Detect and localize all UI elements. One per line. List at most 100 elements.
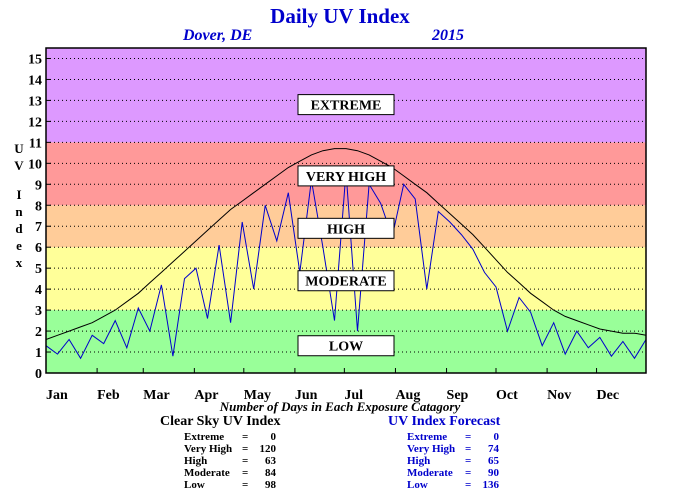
forecast-row-equals: = (465, 431, 472, 443)
clear-sky-row-equals: = (242, 467, 249, 479)
y-tick-label: 6 (35, 241, 42, 256)
y-tick-label: 1 (35, 346, 42, 361)
y-tick-label: 15 (28, 52, 42, 67)
forecast-row-value: 90 (488, 467, 499, 479)
band-label-extreme: EXTREME (311, 99, 382, 114)
clear-sky-uv-index-line (45, 148, 647, 340)
location-label: Dover, DE (183, 27, 253, 44)
x-tick-label: Aug (395, 388, 420, 403)
x-tick-label: Feb (97, 388, 120, 403)
forecast-row-equals: = (465, 455, 472, 467)
clear-sky-row-value: 0 (270, 431, 277, 443)
forecast-row: Very High = 74 (388, 443, 500, 455)
x-tick-label: Mar (143, 388, 169, 403)
forecast-row-label: High (407, 455, 431, 467)
clear-sky-heading: Clear Sky UV Index (160, 414, 281, 429)
clear-sky-row-label: Very High (184, 443, 233, 455)
forecast-row-value: 0 (493, 431, 500, 443)
forecast-row: High = 65 (388, 455, 500, 467)
clear-sky-row-value: 63 (265, 455, 276, 467)
x-tick-label: Apr (194, 388, 218, 403)
forecast-row: Extreme = 0 (388, 431, 500, 443)
clear-sky-row: Very High = 120 (160, 443, 280, 455)
clear-sky-row-label: Low (184, 479, 205, 491)
forecast-row-label: Low (407, 479, 428, 491)
y-tick-label: 5 (35, 262, 42, 277)
chart-title: Daily UV Index (270, 4, 410, 28)
x-tick-label: Jun (295, 388, 318, 403)
forecast-row-label: Moderate (407, 467, 453, 479)
forecast-row: Low = 136 (388, 479, 500, 491)
y-tick-label: 11 (29, 136, 42, 151)
clear-sky-row: Low = 98 (160, 479, 280, 491)
band-labels: LOW MODERATE HIGH VERY HIGH EXTREME (297, 94, 395, 357)
clear-sky-row-value: 84 (265, 467, 276, 479)
y-tick-label: 12 (28, 115, 42, 130)
forecast-row-value: 65 (488, 455, 499, 467)
band-label-low: LOW (329, 340, 363, 355)
y-axis-label-letter: I (16, 187, 22, 202)
band-label-box (297, 165, 395, 187)
clear-sky-row: High = 63 (160, 455, 280, 467)
x-axis-caption: Number of Days in Each Exposure Catagory (219, 399, 461, 414)
plot-frame (45, 47, 647, 374)
y-tick-label: 2 (35, 325, 42, 340)
x-tick-label: Nov (547, 388, 571, 403)
band-label-box (297, 270, 395, 292)
forecast-row-equals: = (465, 467, 472, 479)
clear-sky-row-label: High (184, 455, 208, 467)
clear-sky-row-equals: = (242, 479, 249, 491)
forecast-row-label: Extreme (407, 431, 448, 443)
clear-sky-row-equals: = (242, 431, 249, 443)
y-axis-label-letter: d (15, 221, 23, 236)
clear-sky-row-value: 120 (259, 443, 277, 455)
y-tick-label: 4 (35, 283, 42, 298)
x-tick-label: Sep (447, 388, 469, 403)
forecast-row: Moderate = 90 (388, 467, 500, 479)
forecast-heading: UV Index Forecast (388, 414, 501, 429)
y-tick-label: 8 (35, 199, 42, 214)
y-tick-label: 10 (28, 157, 42, 172)
y-tick-label: 3 (35, 304, 42, 319)
clear-sky-row-label: Extreme (184, 431, 225, 443)
forecast-row-equals: = (465, 479, 472, 491)
y-axis-label-letter: e (16, 238, 22, 253)
forecast-row-value: 136 (482, 479, 500, 491)
clear-sky-row: Moderate = 84 (160, 467, 280, 479)
x-tick-label: Oct (496, 388, 518, 403)
x-tick-label: Jan (46, 388, 68, 403)
clear-sky-row-label: Moderate (184, 467, 230, 479)
band-label-very-high: VERY HIGH (306, 170, 386, 185)
band-label-box (297, 335, 395, 357)
x-tick-label: May (244, 388, 271, 403)
band-label-moderate: MODERATE (305, 275, 386, 290)
y-axis-label-letter: x (15, 255, 23, 270)
forecast-row-label: Very High (407, 443, 456, 455)
y-axis-label-letter: V (14, 158, 24, 173)
y-axis-label-letter: n (15, 204, 23, 219)
y-axis-label-letter: U (14, 141, 24, 156)
forecast-summary: UV Index Forecast Extreme = 0 Very High = 74 H… (388, 414, 500, 491)
y-tick-label: 14 (28, 73, 42, 88)
band-label-box (297, 217, 395, 239)
y-tick-label: 0 (35, 367, 42, 382)
year-label: 2015 (432, 27, 464, 44)
x-tick-label: Dec (597, 388, 620, 403)
y-tick-label: 7 (35, 220, 42, 235)
band-label-box (297, 94, 395, 116)
y-tick-label: 13 (28, 94, 42, 109)
clear-sky-row-equals: = (242, 443, 249, 455)
axes (45, 47, 647, 374)
clear-sky-summary: Clear Sky UV Index Extreme = 0 Very High = 12… (160, 414, 280, 491)
x-tick-labels: Jan Feb Mar Apr May Jun Jul Aug Sep Oct Nov Dec (45, 368, 620, 403)
forecast-row-equals: = (465, 443, 472, 455)
clear-sky-row-equals: = (242, 455, 249, 467)
clear-sky-row-value: 98 (265, 479, 276, 491)
forecast-row-value: 74 (488, 443, 499, 455)
band-label-high: HIGH (327, 222, 365, 237)
y-tick-label: 9 (35, 178, 42, 193)
clear-sky-row: Extreme = 0 (160, 431, 280, 443)
